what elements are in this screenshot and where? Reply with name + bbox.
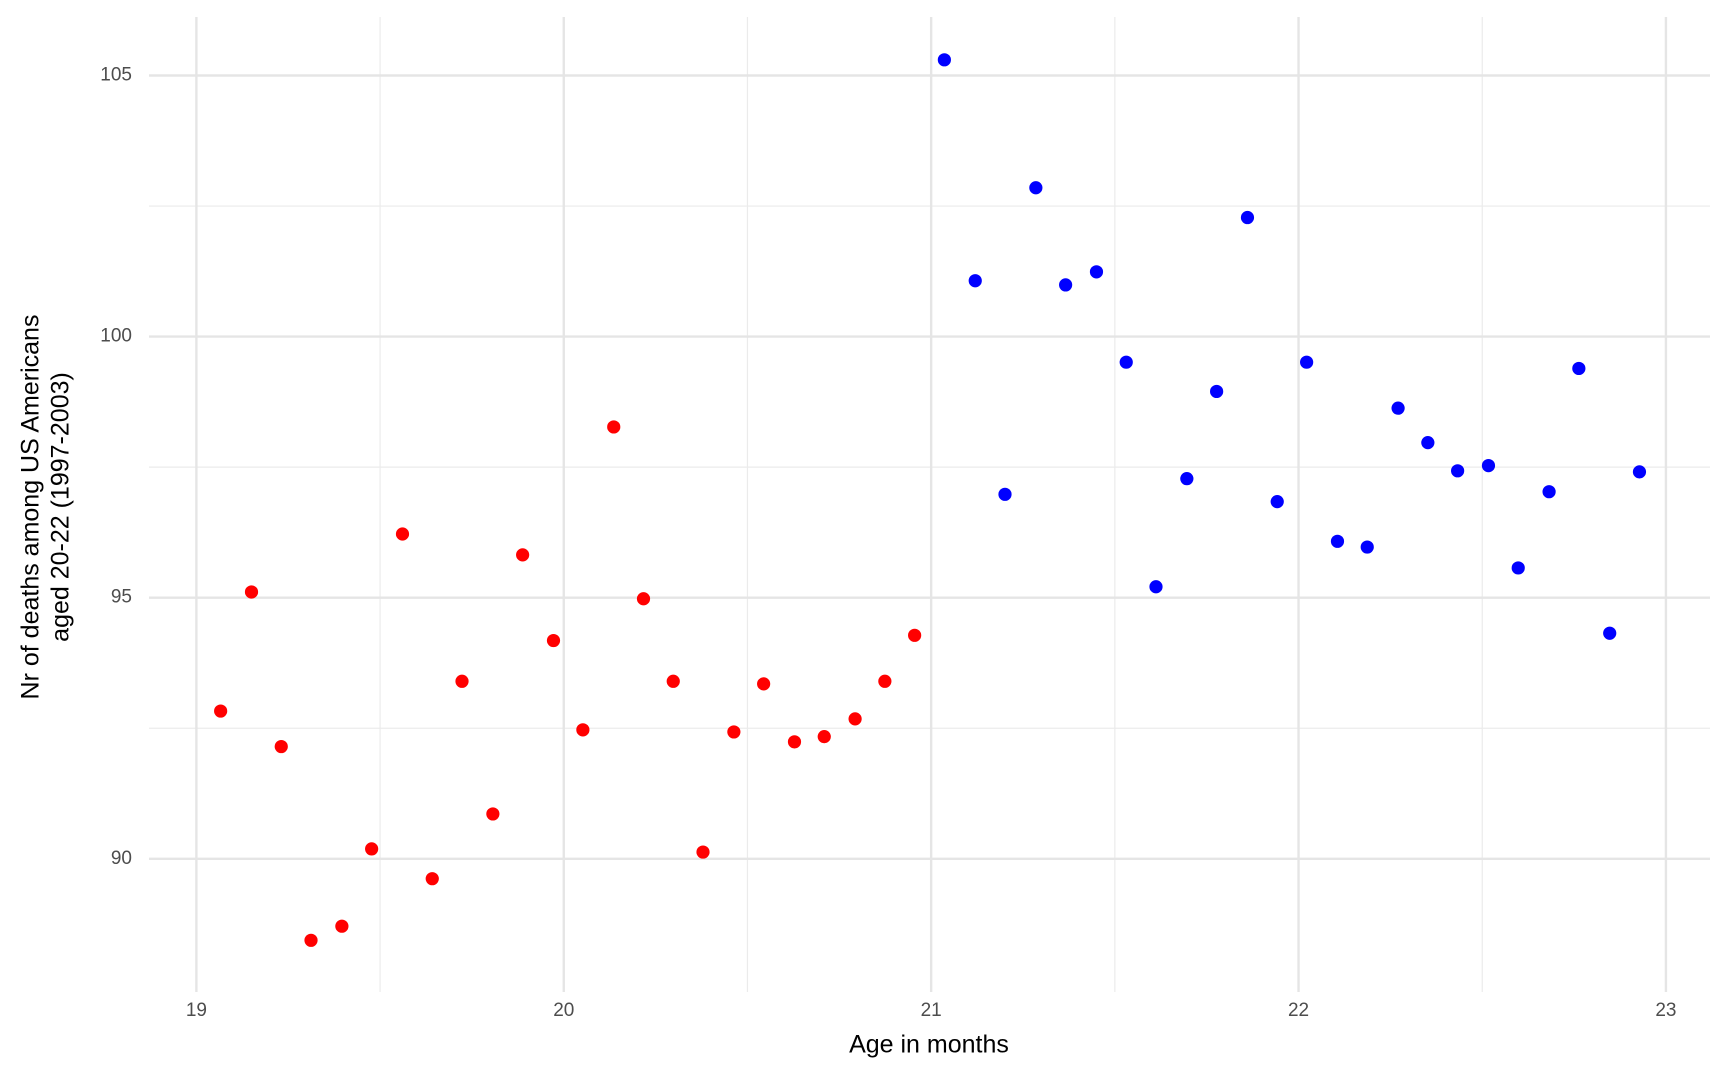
- y-tick-label: 95: [111, 587, 132, 608]
- y-axis-label: Nr of deaths among US Americans: [17, 315, 45, 700]
- point: [1180, 472, 1194, 486]
- point: [1149, 580, 1163, 594]
- point: [1421, 436, 1435, 450]
- point: [1603, 626, 1617, 640]
- point: [244, 585, 259, 599]
- point: [516, 548, 530, 562]
- x-tick-label: 19: [186, 1000, 207, 1021]
- point: [1451, 464, 1465, 478]
- point: [1059, 278, 1073, 292]
- x-tick-label: 23: [1655, 1000, 1676, 1021]
- point: [335, 919, 349, 933]
- point: [395, 527, 410, 541]
- point: [1330, 534, 1345, 548]
- point: [1360, 540, 1374, 554]
- point: [1572, 361, 1586, 376]
- point: [304, 933, 318, 947]
- point: [696, 845, 710, 859]
- y-tick-label: 100: [100, 326, 132, 347]
- point: [878, 674, 892, 688]
- point: [727, 725, 741, 739]
- point: [1210, 384, 1224, 399]
- point: [1240, 210, 1255, 225]
- point: [576, 723, 590, 737]
- x-tick-label: 22: [1288, 1000, 1309, 1021]
- x-axis-label: Age in months: [849, 1031, 1009, 1059]
- point: [1542, 485, 1556, 499]
- point: [998, 487, 1012, 501]
- point: [636, 592, 651, 606]
- point: [607, 420, 621, 434]
- point: [968, 274, 982, 288]
- point: [486, 807, 500, 821]
- point: [365, 842, 379, 856]
- point: [425, 872, 439, 886]
- point: [666, 674, 680, 688]
- y-tick-label: 105: [100, 65, 132, 86]
- point: [1511, 561, 1525, 575]
- point: [817, 730, 831, 744]
- y-tick-label: 90: [111, 848, 132, 869]
- point: [1270, 495, 1284, 509]
- point: [214, 704, 228, 718]
- y-axis-label: aged 20-22 (1997-2003): [47, 372, 75, 642]
- point: [455, 674, 469, 688]
- point: [1029, 181, 1043, 195]
- point: [908, 628, 922, 642]
- point: [1391, 401, 1405, 415]
- point: [1089, 265, 1104, 279]
- point: [1632, 465, 1647, 479]
- point: [757, 677, 771, 691]
- point: [848, 712, 862, 726]
- point: [1481, 458, 1496, 473]
- point: [274, 739, 288, 754]
- point: [937, 53, 951, 67]
- point: [1300, 355, 1314, 369]
- x-tick-label: 21: [921, 1000, 942, 1021]
- x-tick-label: 20: [553, 1000, 574, 1021]
- point: [787, 735, 802, 749]
- point: [1119, 355, 1133, 369]
- point: [546, 633, 561, 648]
